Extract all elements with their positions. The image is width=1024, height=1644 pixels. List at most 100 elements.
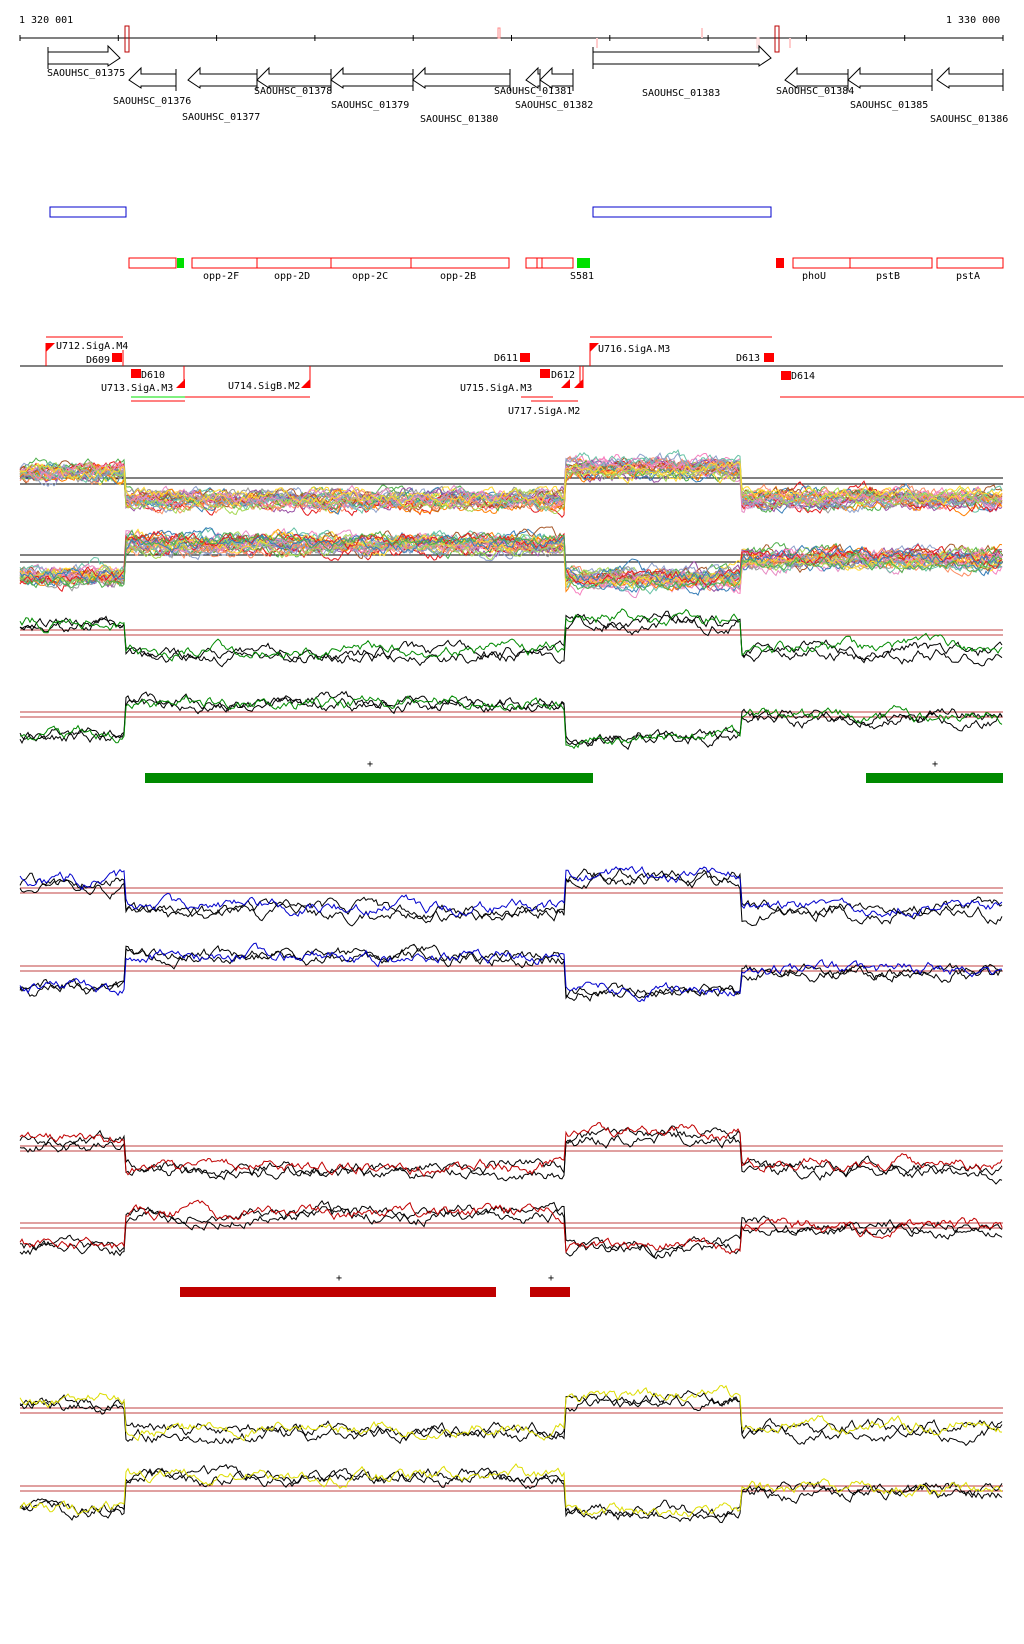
signal-line — [19, 1390, 1003, 1442]
sample-line — [19, 461, 1003, 514]
gene-label: SAOUHSC_01382 — [515, 100, 593, 111]
gene-saouhsc_01384[interactable]: SAOUHSC_01384 — [776, 66, 854, 97]
annotation-box[interactable] — [525, 257, 538, 269]
feature-block[interactable] — [131, 369, 141, 378]
annotation-box[interactable] — [191, 257, 258, 269]
gene-saouhsc_01383[interactable]: SAOUHSC_01383 — [592, 44, 772, 99]
sample-line — [19, 537, 1003, 584]
gene-saouhsc_01375[interactable]: SAOUHSC_01375 — [47, 44, 125, 79]
annotation-box[interactable] — [792, 257, 851, 269]
signal-line — [19, 690, 1003, 748]
start-coordinate: 1 320 001 — [19, 15, 73, 26]
signal-line — [19, 1129, 1003, 1185]
feature-label: U715.SigA.M3 — [460, 383, 532, 394]
annotation-box[interactable] — [936, 257, 1004, 269]
feature-block[interactable] — [764, 353, 774, 362]
signal-line — [19, 695, 1003, 751]
feature-label: D610 — [141, 370, 165, 381]
signal-line — [19, 1468, 1003, 1524]
gene-track: SAOUHSC_01375 SAOUHSC_01376 SAOUHSC_01377 S… — [47, 44, 1008, 125]
annotation-box[interactable] — [849, 257, 933, 269]
gene-label: SAOUHSC_01376 — [113, 96, 191, 107]
sample-line — [19, 452, 1003, 514]
sample-line — [19, 457, 1003, 511]
highlight-marker[interactable] — [774, 25, 780, 53]
annotation-marker[interactable] — [577, 258, 590, 268]
highlight-marker[interactable] — [124, 25, 130, 53]
annotation-box[interactable] — [536, 257, 543, 269]
operon-box[interactable] — [49, 206, 127, 218]
region-mark: + — [367, 759, 373, 770]
annotation-box[interactable] — [410, 257, 510, 269]
region-mark: + — [336, 1273, 342, 1284]
gene-saouhsc_01376[interactable]: SAOUHSC_01376 — [113, 66, 191, 107]
annotation-label: opp-2C — [352, 271, 388, 282]
gene-arrow[interactable] — [847, 66, 933, 91]
gene-saouhsc_01379[interactable]: SAOUHSC_01379 — [330, 66, 414, 111]
region-mark: + — [932, 759, 938, 770]
feature-track: U712.SigA.M4 D609 D610 U713.SigA.M3 U714.Sig… — [20, 336, 1024, 417]
signal-line — [19, 1393, 1003, 1447]
feature-block[interactable] — [540, 369, 550, 378]
significant-region-bar[interactable] — [866, 773, 1003, 783]
gene-saouhsc_01381[interactable]: SAOUHSC_01381 — [494, 66, 572, 97]
sample-line — [19, 461, 1003, 507]
gene-saouhsc_01378[interactable]: SAOUHSC_01378 — [254, 66, 332, 97]
feature-label: D613 — [736, 353, 760, 364]
signal-line — [19, 608, 1003, 662]
signal-line — [19, 870, 1003, 927]
gene-arrow[interactable] — [539, 66, 574, 91]
gene-arrow[interactable] — [187, 66, 258, 91]
annotation-label: pstA — [956, 271, 980, 282]
annotation-box[interactable] — [128, 257, 177, 269]
feature-label: U714.SigB.M2 — [228, 381, 300, 392]
signal-line — [19, 1125, 1003, 1179]
gene-arrow[interactable] — [412, 66, 511, 91]
significant-region-bar[interactable] — [180, 1287, 496, 1297]
promoter-flag-icon — [590, 343, 599, 352]
feature-block[interactable] — [520, 353, 530, 362]
sample-line — [19, 533, 1003, 584]
signal-line — [19, 1384, 1003, 1442]
feature-label: D612 — [551, 370, 575, 381]
gene-saouhsc_01377[interactable]: SAOUHSC_01377 — [182, 66, 260, 123]
signal-line — [19, 694, 1003, 750]
annotation-marker[interactable] — [776, 258, 784, 268]
gene-saouhsc_01380[interactable]: SAOUHSC_01380 — [412, 66, 511, 125]
significant-region-bar[interactable] — [145, 773, 593, 783]
expression-tracks: + + + + — [19, 449, 1003, 1524]
feature-label: D611 — [494, 353, 518, 364]
operon-box[interactable] — [592, 206, 772, 218]
gene-label: SAOUHSC_01381 — [494, 86, 572, 97]
sample-line — [19, 530, 1003, 588]
annotation-box[interactable] — [541, 257, 574, 269]
feature-block[interactable] — [112, 353, 122, 362]
signal-line — [19, 610, 1003, 663]
gene-label: SAOUHSC_01383 — [642, 88, 720, 99]
coordinate-axis: 1 320 001 1 330 000 — [19, 15, 1004, 53]
gene-arrow[interactable] — [936, 66, 1004, 91]
gene-saouhsc_01382[interactable]: SAOUHSC_01382 — [515, 66, 593, 111]
gene-label: SAOUHSC_01384 — [776, 86, 854, 97]
signal-line — [19, 1122, 1003, 1178]
promoter-flag-icon — [301, 379, 310, 388]
gene-saouhsc_01385[interactable]: SAOUHSC_01385 — [847, 66, 933, 111]
gene-arrow[interactable] — [592, 44, 772, 69]
annotation-label: opp-2F — [203, 271, 239, 282]
gene-arrow[interactable] — [47, 44, 121, 69]
gene-arrow[interactable] — [330, 66, 414, 91]
feature-block[interactable] — [781, 371, 791, 380]
annotation-marker[interactable] — [177, 258, 184, 268]
sample-line — [19, 529, 1003, 591]
annotation-box[interactable] — [330, 257, 412, 269]
gene-saouhsc_01386[interactable]: SAOUHSC_01386 — [930, 66, 1008, 125]
annotation-box[interactable] — [256, 257, 332, 269]
significant-region-bar[interactable] — [530, 1287, 570, 1297]
gene-arrow[interactable] — [128, 66, 177, 91]
promoter-flag-icon — [46, 343, 55, 352]
annotation-label: pstB — [876, 271, 900, 282]
annotation-label: opp-2B — [440, 271, 476, 282]
sample-line — [19, 461, 1003, 516]
feature-label: U717.SigA.M2 — [508, 406, 580, 417]
